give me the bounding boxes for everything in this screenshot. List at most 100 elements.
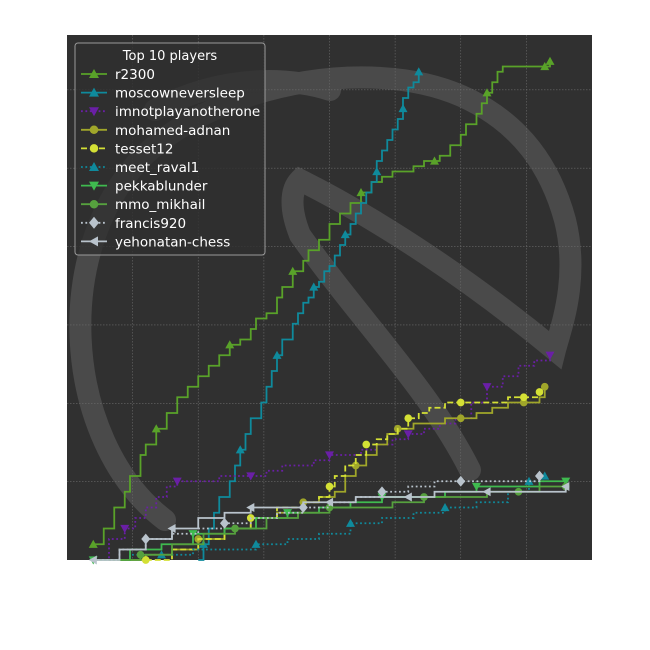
series-line: [198, 71, 420, 561]
data-point: [172, 477, 182, 486]
data-point: [456, 414, 465, 423]
data-point: [362, 440, 371, 449]
data-point: [456, 475, 466, 487]
data-point: [535, 470, 544, 482]
legend-marker: [89, 181, 99, 191]
legend-marker: [89, 162, 99, 171]
series-line: [93, 476, 546, 561]
data-point: [482, 487, 491, 497]
legend-item-r2300: r2300: [81, 67, 155, 83]
data-point: [440, 503, 450, 512]
data-point: [561, 477, 571, 486]
data-point: [377, 486, 387, 498]
series-tesset12: [141, 388, 544, 564]
legend-label: pekkablunder: [115, 179, 208, 195]
data-point: [325, 497, 334, 507]
data-point: [325, 451, 334, 460]
data-point: [540, 382, 549, 391]
series-francis920: [93, 470, 544, 561]
legend-item-moscowneversleep: moscowneversleep: [81, 86, 245, 102]
data-point: [246, 503, 255, 512]
legend-marker: [89, 69, 99, 78]
series-r2300: [88, 56, 555, 548]
legend-marker: [89, 144, 99, 153]
legend-label: imnotplayanotherone: [115, 104, 260, 120]
series-line: [93, 486, 567, 561]
legend-label: francis920: [115, 216, 186, 232]
legend-marker: [89, 107, 99, 117]
data-point: [220, 517, 229, 529]
legend-label: moscowneversleep: [115, 86, 245, 102]
series-layer: [88, 56, 571, 565]
data-point: [309, 282, 319, 291]
series-moscowneversleep: [198, 67, 424, 561]
data-point: [325, 482, 334, 491]
data-point: [535, 388, 544, 396]
data-point: [403, 430, 413, 439]
legend-item-tesset12: tesset12: [81, 141, 173, 157]
data-point: [235, 445, 245, 454]
series-yehonatan-chess: [88, 482, 570, 565]
data-point: [519, 393, 528, 402]
data-point: [472, 482, 481, 491]
data-point: [151, 424, 161, 433]
legend-label: tesset12: [115, 141, 173, 157]
series-line: [145, 392, 541, 561]
data-point: [141, 556, 150, 564]
data-point: [545, 351, 555, 360]
legend-label: r2300: [115, 67, 155, 83]
legend: Top 10 players r2300 moscowneversleep imno…: [74, 42, 266, 256]
data-point: [561, 482, 570, 491]
data-point: [540, 62, 550, 71]
data-point: [372, 167, 382, 176]
legend-items: r2300 moscowneversleep imnotplayanotherone…: [81, 67, 260, 250]
data-point: [545, 56, 555, 65]
data-point: [482, 88, 492, 97]
data-point: [524, 476, 534, 485]
data-point: [482, 383, 492, 392]
data-point: [246, 472, 256, 481]
data-point: [251, 539, 261, 548]
data-point: [188, 530, 198, 539]
data-point: [272, 350, 282, 359]
data-point: [356, 188, 366, 197]
legend-box: [74, 42, 266, 256]
legend-item-mohamed-adnan: mohamed-adnan: [81, 123, 230, 139]
data-point: [430, 156, 439, 165]
data-point: [351, 461, 360, 470]
series-line: [93, 355, 551, 561]
data-point: [403, 492, 412, 502]
legend-item-meet_raval1: meet_raval1: [81, 160, 199, 176]
data-point: [288, 266, 298, 275]
data-point: [231, 524, 239, 533]
data-point: [398, 104, 408, 113]
data-point: [283, 509, 292, 518]
legend-label: mmo_mikhail: [115, 197, 205, 213]
series-imnotplayanotherone: [93, 351, 555, 561]
legend-marker: [89, 216, 99, 229]
legend-marker: [89, 87, 99, 97]
legend-marker: [89, 125, 99, 135]
series-line: [93, 61, 551, 546]
legend-item-pekkablunder: pekkablunder: [81, 179, 208, 195]
data-point: [340, 230, 350, 239]
data-point: [167, 524, 176, 533]
legend-item-imnotplayanotherone: imnotplayanotherone: [81, 104, 260, 120]
data-point: [456, 398, 465, 407]
legend-label: yehonatan-chess: [115, 234, 230, 250]
data-point: [136, 550, 145, 559]
legend-item-mmo_mikhail: mmo_mikhail: [81, 197, 205, 213]
legend-marker: [89, 236, 98, 247]
data-point: [88, 555, 97, 565]
data-point: [346, 518, 355, 527]
data-point: [519, 398, 528, 407]
data-point: [120, 524, 130, 533]
legend-item-yehonatan-chess: yehonatan-chess: [81, 234, 230, 250]
data-point: [404, 414, 413, 423]
data-point: [88, 539, 98, 548]
legend-label: meet_raval1: [115, 160, 199, 176]
data-point: [225, 340, 235, 349]
legend-label: mohamed-adnan: [115, 123, 230, 139]
data-point: [414, 67, 424, 76]
